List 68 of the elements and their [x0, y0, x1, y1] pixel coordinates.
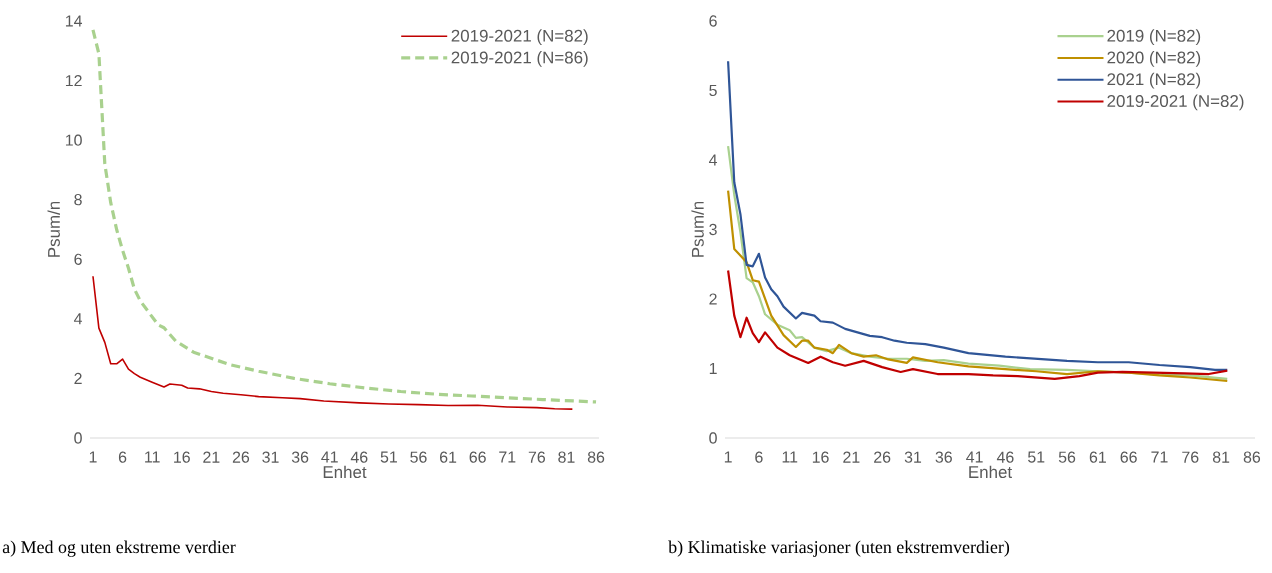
legend-label: 2021 (N=82) [1107, 72, 1201, 89]
line-series [726, 144, 1229, 381]
x-tick-label: 56 [1058, 451, 1076, 463]
x-tick-label: 26 [232, 451, 250, 463]
x-tick-label: 46 [350, 451, 368, 463]
x-tick-label: 76 [1182, 451, 1199, 463]
x-tick-label: 36 [291, 451, 309, 463]
x-tick-label: 51 [1028, 451, 1045, 463]
x-tick-label: 76 [528, 451, 546, 463]
text: b) Klimatiske variasjoner (uten ekstremverdier) [668, 540, 1010, 557]
y-axis-title: Psum/n [691, 201, 704, 257]
y-tick-label: 8 [74, 194, 82, 206]
x-tick-label: 11 [782, 451, 798, 463]
x-tick-label: 66 [1120, 451, 1137, 463]
x-tick-label: 81 [558, 451, 575, 463]
x-tick-label: 6 [755, 451, 763, 463]
y-tick-label: 1 [709, 363, 717, 374]
legend-label: 2019-2021 (N=86) [451, 51, 588, 67]
y-tick-label: 0 [709, 432, 717, 444]
x-tick-label: 1 [724, 451, 732, 463]
x-axis-title: Enhet [969, 465, 1012, 479]
x-tick-label: 11 [145, 451, 160, 463]
x-tick-label: 31 [904, 451, 922, 463]
x-tick-label: 86 [1243, 451, 1261, 463]
x-tick-label: 71 [1151, 451, 1168, 463]
legend-label: 2019-2021 (N=82) [1107, 94, 1244, 111]
x-tick-label: 86 [587, 451, 605, 463]
y-tick-label: 0 [74, 432, 82, 444]
legend-label: 2019 (N=82) [1107, 29, 1201, 46]
x-tick-label: 1 [89, 451, 97, 463]
line-series [91, 28, 598, 404]
x-tick-label: 26 [874, 451, 891, 463]
line-series [726, 269, 1229, 381]
x-tick-label: 51 [380, 451, 397, 463]
x-tick-label: 46 [996, 451, 1014, 463]
line-series [726, 189, 1229, 383]
x-tick-label: 41 [321, 451, 338, 463]
x-tick-label: 21 [203, 451, 220, 463]
legend-label: 2020 (N=82) [1107, 51, 1201, 67]
y-tick-label: 2 [709, 293, 717, 305]
x-tick-label: 71 [499, 451, 516, 463]
y-tick-label: 5 [709, 84, 717, 97]
y-tick-label: 2 [74, 372, 82, 384]
y-tick-label: 10 [65, 134, 82, 146]
y-axis-title: Psum/n [47, 201, 60, 257]
x-tick-label: 66 [469, 451, 486, 463]
y-tick-label: 4 [708, 154, 718, 166]
y-tick-label: 4 [73, 313, 83, 325]
x-tick-label: 41 [966, 451, 983, 463]
x-tick-label: 16 [174, 451, 190, 463]
x-axis-title: Enhet [323, 465, 367, 479]
line-series [92, 275, 574, 410]
x-tick-label: 56 [410, 451, 427, 463]
x-tick-label: 61 [440, 451, 457, 463]
x-tick-label: 61 [1089, 451, 1106, 463]
y-tick-label: 3 [709, 223, 717, 236]
y-tick-label: 6 [709, 15, 717, 27]
x-tick-label: 6 [118, 451, 127, 463]
x-tick-label: 81 [1212, 451, 1230, 463]
text: a) Med og uten ekstreme verdier [2, 540, 236, 557]
x-tick-label: 21 [843, 451, 860, 463]
y-tick-label: 6 [74, 253, 82, 265]
x-tick-label: 31 [262, 451, 279, 463]
x-tick-label: 36 [935, 451, 952, 463]
legend-label: 2019-2021 (N=82) [451, 29, 588, 46]
y-tick-label: 14 [65, 15, 83, 27]
x-tick-label: 16 [812, 451, 829, 463]
y-tick-label: 12 [65, 75, 82, 87]
